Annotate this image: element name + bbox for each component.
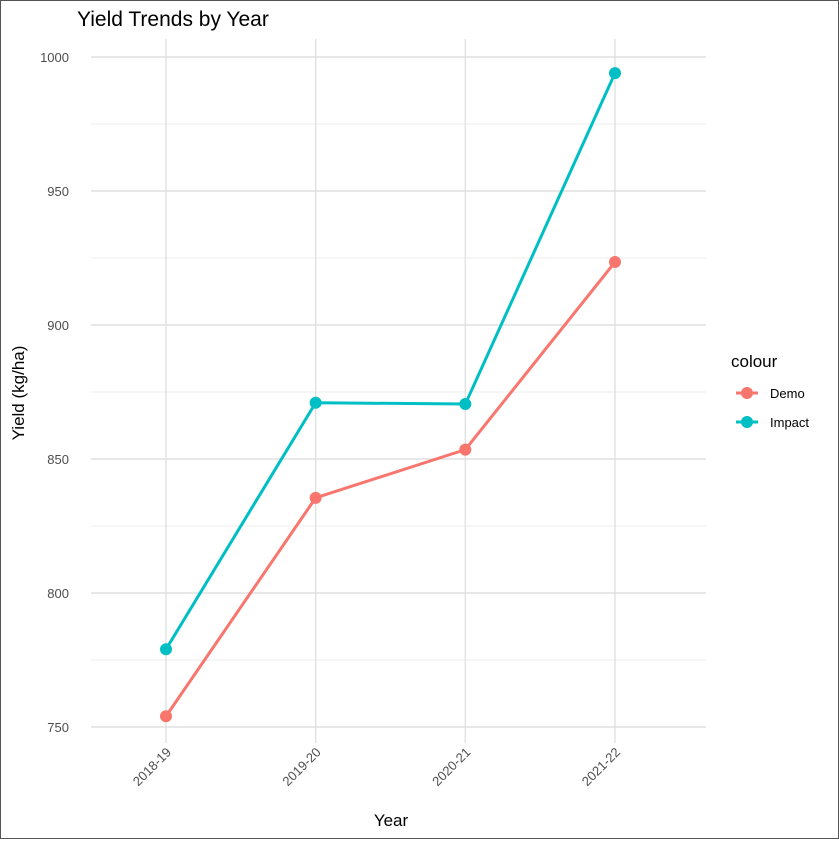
y-tick-label: 950 bbox=[47, 184, 69, 199]
x-axis-title: Year bbox=[374, 811, 409, 830]
data-point-impact bbox=[160, 643, 172, 656]
legend-label: Demo bbox=[770, 386, 805, 401]
y-axis-title: Yield (kg/ha) bbox=[9, 346, 28, 441]
y-tick-label: 900 bbox=[47, 318, 69, 333]
grid bbox=[91, 39, 706, 743]
series-line-demo bbox=[164, 261, 617, 718]
y-tick-label: 750 bbox=[47, 720, 69, 735]
data-point-demo bbox=[160, 710, 172, 723]
axis-ticks: 750 800 850 900 950 1000 2018-19 2019-20 2020-21… bbox=[40, 50, 623, 789]
data-point-demo bbox=[459, 443, 472, 456]
data-point-impact bbox=[609, 67, 621, 80]
chart-title: Yield Trends by Year bbox=[77, 8, 269, 31]
legend-key-point bbox=[741, 387, 753, 399]
data-point-demo bbox=[309, 491, 322, 504]
data-point-impact bbox=[309, 396, 322, 409]
series-line-impact bbox=[164, 72, 617, 651]
legend: colour Demo Impact bbox=[731, 352, 809, 430]
y-tick-label: 850 bbox=[47, 452, 69, 467]
y-tick-label: 1000 bbox=[40, 50, 69, 65]
data-point-demo bbox=[609, 256, 621, 269]
y-tick-label: 800 bbox=[47, 586, 69, 601]
series-lines bbox=[160, 67, 621, 723]
x-tick-label: 2018-19 bbox=[130, 745, 174, 789]
legend-label: Impact bbox=[770, 415, 809, 430]
data-point-impact bbox=[459, 398, 472, 411]
legend-key-point bbox=[741, 416, 753, 428]
legend-title: colour bbox=[731, 352, 778, 371]
x-tick-label: 2021-22 bbox=[579, 745, 623, 789]
x-tick-label: 2020-21 bbox=[429, 745, 473, 789]
x-tick-label: 2019-20 bbox=[279, 745, 323, 789]
